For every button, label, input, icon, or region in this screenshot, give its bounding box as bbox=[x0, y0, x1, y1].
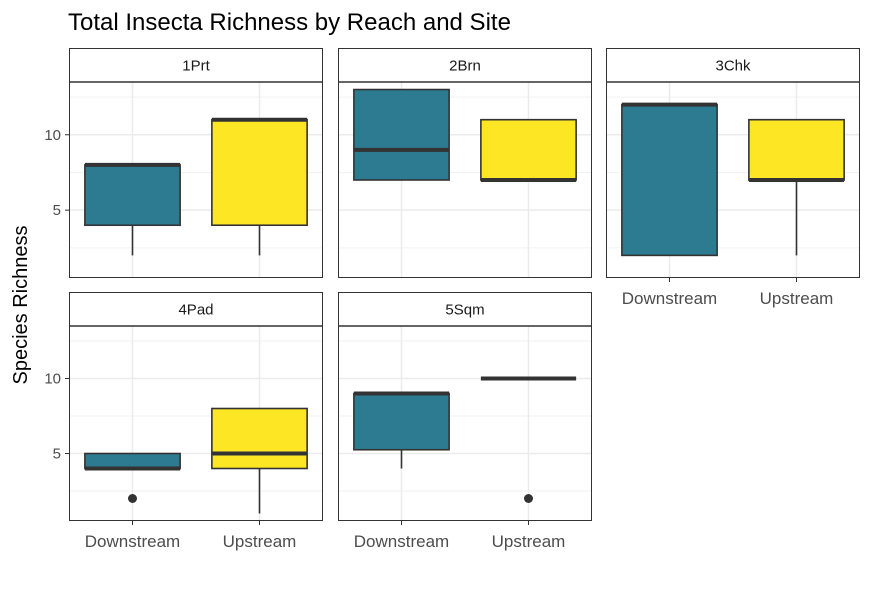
chart-title: Total Insecta Richness by Reach and Site bbox=[68, 9, 511, 36]
box-iqr bbox=[84, 452, 181, 470]
facet-label: 3Chk bbox=[715, 58, 751, 75]
box-iqr bbox=[353, 392, 450, 451]
x-tick-label: Downstream bbox=[354, 532, 449, 551]
box-iqr bbox=[211, 118, 308, 227]
facet-label: 4Pad bbox=[178, 302, 213, 319]
facet-strip bbox=[338, 48, 592, 83]
facet-strip bbox=[69, 48, 323, 83]
x-tick-label: Upstream bbox=[223, 532, 297, 551]
box-2Brn-downstream bbox=[353, 88, 450, 181]
box-2Brn-upstream bbox=[480, 118, 577, 182]
box-1Prt-downstream bbox=[84, 162, 181, 256]
y-tick-label: 10 bbox=[44, 127, 61, 144]
facet-strip bbox=[606, 48, 860, 83]
facet-panels: 1Prt 5 10 2Brn 3Chk Downstream Upstream 4Pad 5 10… bbox=[44, 48, 860, 551]
x-tick-label: Downstream bbox=[85, 532, 180, 551]
box-3Chk-upstream bbox=[748, 118, 845, 256]
box-iqr bbox=[84, 164, 181, 227]
facet-label: 1Prt bbox=[182, 58, 210, 75]
box-iqr bbox=[621, 103, 718, 257]
box-iqr bbox=[748, 118, 845, 181]
y-tick-label: 5 bbox=[53, 446, 61, 463]
x-tick-label: Upstream bbox=[492, 532, 566, 551]
outlier-point bbox=[524, 494, 533, 503]
box-1Prt-upstream bbox=[211, 117, 308, 256]
facet-panel-1Prt: 1Prt 5 10 bbox=[44, 48, 323, 278]
y-tick-label: 5 bbox=[53, 202, 61, 219]
y-axis-label: Species Richness bbox=[10, 226, 32, 385]
box-3Chk-downstream bbox=[621, 102, 718, 257]
facet-panel-3Chk: 3Chk Downstream Upstream bbox=[606, 48, 860, 308]
box-iqr bbox=[480, 118, 577, 181]
x-tick-label: Upstream bbox=[760, 289, 834, 308]
box-iqr bbox=[211, 407, 308, 470]
x-tick-label: Downstream bbox=[622, 289, 717, 308]
box-5Sqm-upstream bbox=[480, 376, 577, 503]
box-5Sqm-downstream bbox=[353, 391, 450, 469]
box-4Pad-downstream bbox=[84, 452, 181, 503]
box-4Pad-upstream bbox=[211, 407, 308, 514]
facet-panel-2Brn: 2Brn bbox=[338, 48, 592, 278]
outlier-point bbox=[128, 494, 137, 503]
facet-panel-5Sqm: 5Sqm Downstream Upstream bbox=[338, 292, 592, 551]
facet-label: 5Sqm bbox=[445, 302, 484, 319]
y-tick-label: 10 bbox=[44, 371, 61, 388]
facet-strip bbox=[69, 292, 323, 327]
box-iqr bbox=[353, 88, 450, 181]
facet-label: 2Brn bbox=[449, 58, 481, 75]
facet-strip bbox=[338, 292, 592, 327]
facet-panel-4Pad: 4Pad 5 10 Downstream Upstream bbox=[44, 292, 323, 551]
